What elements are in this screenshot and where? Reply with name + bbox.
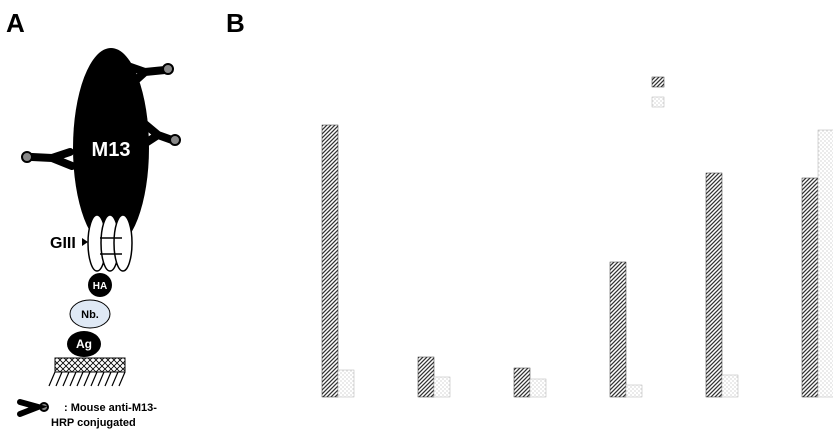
- panel-label: A: [6, 8, 25, 38]
- diagram: M13 GIII HA Nb. Ag : Mouse anti-M13- HRP…: [20, 48, 180, 429]
- bar: [626, 385, 642, 397]
- bar: [434, 377, 450, 397]
- bar: [722, 375, 738, 397]
- panel-label: B: [226, 8, 245, 38]
- bar: [322, 125, 338, 397]
- figure: A B M13 GIII HA Nb. Ag : Mouse anti-M13-…: [0, 0, 833, 434]
- legend-text: HRP conjugated: [51, 417, 136, 429]
- giii-label: GIII: [50, 235, 76, 252]
- bar: [706, 173, 722, 397]
- nb-label: Nb.: [81, 309, 99, 321]
- bar-chart: [322, 77, 833, 397]
- bar: [610, 262, 626, 397]
- ha-label: HA: [93, 281, 107, 292]
- bar: [338, 370, 354, 397]
- legend-swatch: [652, 77, 664, 87]
- bar: [802, 178, 818, 397]
- ag-label: Ag: [76, 337, 92, 351]
- bar: [514, 368, 530, 397]
- legend-text: : Mouse anti-M13-: [64, 402, 157, 414]
- bar: [818, 130, 833, 397]
- giii-proteins: [88, 215, 132, 271]
- bar: [530, 379, 546, 397]
- legend-swatch: [652, 97, 664, 107]
- phage-label: M13: [92, 139, 131, 161]
- bar: [418, 357, 434, 397]
- surface: [55, 358, 125, 372]
